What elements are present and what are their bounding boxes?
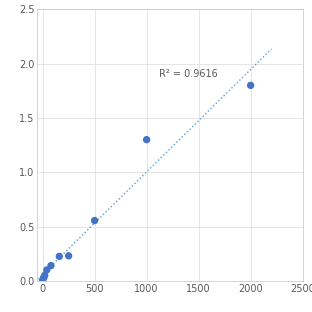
Point <box>57 254 62 259</box>
Point <box>66 253 71 258</box>
Point <box>42 273 47 278</box>
Point <box>41 275 46 280</box>
Point <box>248 83 253 88</box>
Text: R² = 0.9616: R² = 0.9616 <box>159 69 218 79</box>
Point <box>92 218 97 223</box>
Point <box>48 263 53 268</box>
Point <box>40 277 45 282</box>
Point <box>144 137 149 142</box>
Point <box>44 267 49 272</box>
